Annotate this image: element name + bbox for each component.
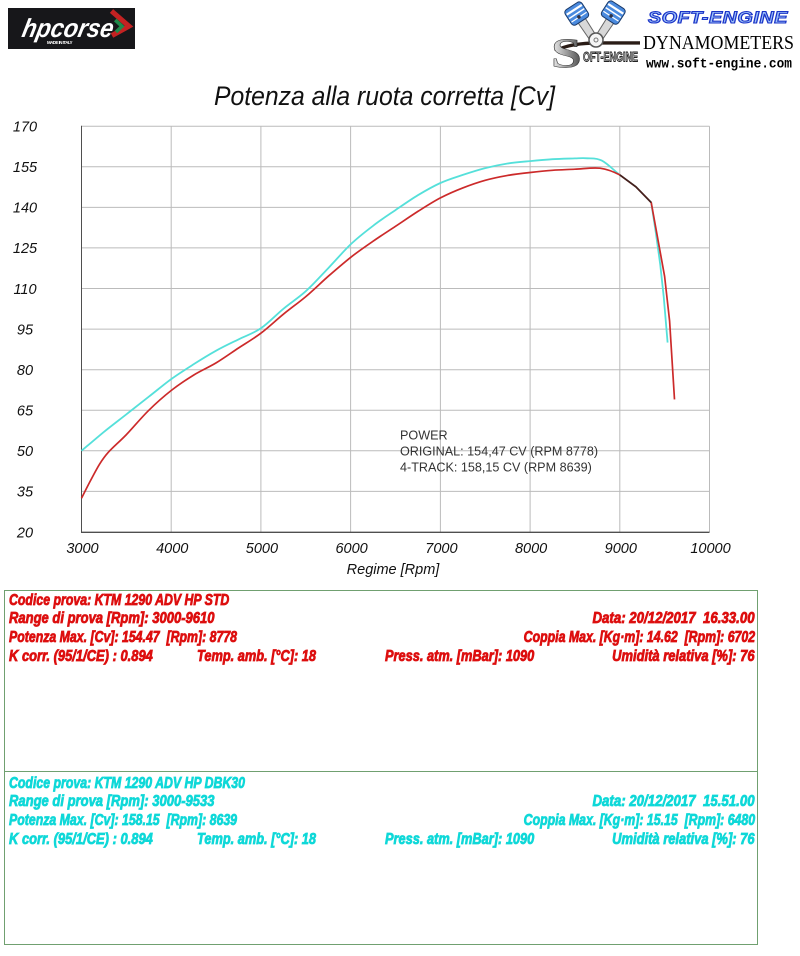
svg-text:110: 110 <box>13 282 36 298</box>
svg-text:3000: 3000 <box>66 541 98 557</box>
svg-text:8000: 8000 <box>515 541 547 557</box>
svg-text:7000: 7000 <box>425 541 457 557</box>
svg-text:hpcorse: hpcorse <box>20 13 117 43</box>
svg-text:Potenza alla ruota corretta [C: Potenza alla ruota corretta [Cv] <box>214 81 556 111</box>
svg-text:95: 95 <box>17 322 34 338</box>
svg-text:S: S <box>551 30 582 72</box>
svg-text:125: 125 <box>13 241 38 257</box>
svg-text:155: 155 <box>13 160 38 176</box>
svg-text:www.soft-engine.com: www.soft-engine.com <box>646 57 792 72</box>
svg-text:9000: 9000 <box>605 541 637 557</box>
svg-text:SOFT-ENGINE: SOFT-ENGINE <box>648 9 789 27</box>
svg-text:20: 20 <box>16 525 33 541</box>
svg-text:OFT-ENGINE: OFT-ENGINE <box>583 49 638 65</box>
svg-text:10000: 10000 <box>690 541 730 557</box>
svg-text:35: 35 <box>17 485 34 501</box>
svg-text:DYNAMOMETERS: DYNAMOMETERS <box>643 33 794 54</box>
svg-text:140: 140 <box>13 201 37 217</box>
svg-text:4000: 4000 <box>156 541 188 557</box>
svg-text:Regime [Rpm]: Regime [Rpm] <box>347 562 441 578</box>
svg-text:50: 50 <box>17 444 33 460</box>
svg-text:65: 65 <box>17 404 34 420</box>
svg-text:POWER: POWER <box>400 429 448 443</box>
svg-text:170: 170 <box>13 120 37 136</box>
svg-text:5000: 5000 <box>246 541 278 557</box>
svg-text:4-TRACK: 158,15 CV (RPM 8639): 4-TRACK: 158,15 CV (RPM 8639) <box>400 461 592 475</box>
svg-text:ORIGINAL: 154,47 CV (RPM 8778): ORIGINAL: 154,47 CV (RPM 8778) <box>400 445 598 459</box>
svg-text:MADE IN ITALY: MADE IN ITALY <box>47 40 73 45</box>
svg-text:80: 80 <box>17 363 33 379</box>
svg-text:6000: 6000 <box>335 541 367 557</box>
